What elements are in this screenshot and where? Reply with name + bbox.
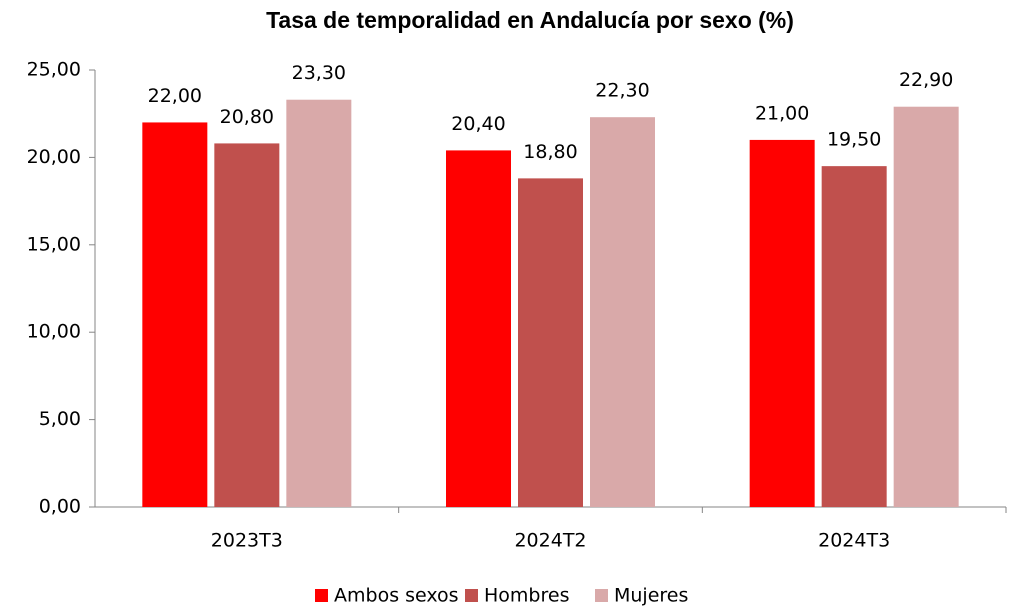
y-tick-label: 5,00 bbox=[39, 408, 81, 430]
legend-label: Ambos sexos bbox=[334, 585, 459, 607]
legend-swatch bbox=[315, 589, 328, 602]
y-tick-label: 25,00 bbox=[27, 59, 81, 81]
value-label: 22,90 bbox=[899, 69, 953, 91]
x-tick-label: 2024T2 bbox=[514, 530, 586, 552]
y-tick-label: 20,00 bbox=[27, 146, 81, 168]
value-label: 22,00 bbox=[148, 85, 202, 107]
legend-swatch bbox=[465, 589, 478, 602]
bar bbox=[590, 117, 655, 508]
bar bbox=[821, 166, 887, 507]
bar bbox=[142, 122, 208, 507]
value-label: 19,50 bbox=[827, 129, 881, 151]
x-tick-label: 2023T3 bbox=[211, 530, 283, 552]
bar bbox=[446, 150, 511, 507]
value-label: 22,30 bbox=[595, 80, 649, 102]
value-label: 20,40 bbox=[451, 113, 505, 135]
value-label: 20,80 bbox=[220, 106, 274, 128]
bar bbox=[214, 143, 280, 507]
y-tick-label: 15,00 bbox=[27, 233, 81, 255]
x-tick-label: 2024T3 bbox=[818, 530, 890, 552]
value-label: 23,30 bbox=[292, 62, 346, 84]
bar bbox=[893, 106, 959, 507]
bar bbox=[518, 178, 583, 507]
value-label: 18,80 bbox=[523, 141, 577, 163]
y-tick-label: 0,00 bbox=[39, 496, 81, 518]
legend-label: Hombres bbox=[484, 585, 569, 607]
chart-title: Tasa de temporalidad en Andalucía por se… bbox=[266, 7, 794, 33]
bar bbox=[749, 139, 815, 508]
legend-swatch bbox=[595, 589, 608, 602]
y-tick-label: 10,00 bbox=[27, 321, 81, 343]
value-label: 21,00 bbox=[755, 102, 809, 124]
bar bbox=[286, 99, 352, 507]
legend-label: Mujeres bbox=[614, 585, 688, 607]
